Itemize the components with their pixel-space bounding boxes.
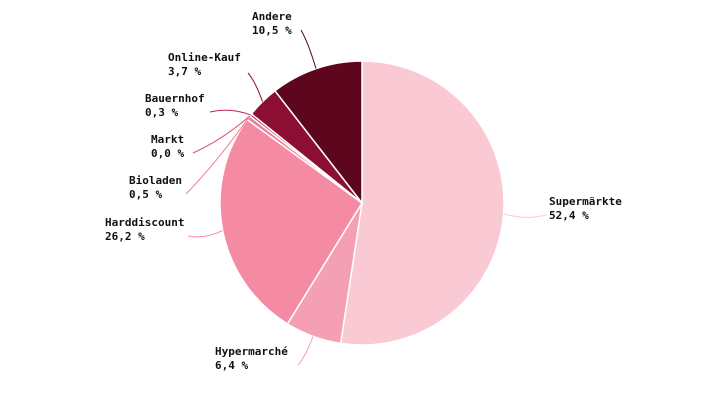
pie-slice-supermarkte	[339, 60, 505, 346]
leader-line-supermarkte	[503, 213, 547, 218]
slice-label-bioladen: Bioladen	[129, 174, 182, 187]
slice-value-harddiscount: 26,2 %	[105, 230, 145, 243]
slice-value-bauernhof: 0,3 %	[145, 106, 178, 119]
leader-line-bioladen	[185, 117, 249, 195]
slice-label-hypermarche: Hypermarché	[215, 345, 288, 358]
slice-label-harddiscount: Harddiscount	[105, 216, 184, 229]
slice-value-supermarkte: 52,4 %	[549, 209, 589, 222]
leader-lines	[185, 29, 547, 366]
leader-line-andere	[300, 29, 317, 69]
slice-value-hypermarche: 6,4 %	[215, 359, 248, 372]
slice-value-andere: 10,5 %	[252, 24, 292, 37]
slice-label-online-kauf: Online-Kauf	[168, 51, 241, 64]
leader-line-hypermarche	[297, 336, 314, 366]
slice-label-andere: Andere	[252, 10, 292, 23]
slice-label-bauernhof: Bauernhof	[145, 92, 205, 105]
leader-line-bauernhof	[209, 109, 251, 116]
leader-line-harddiscount	[187, 230, 223, 238]
slice-label-markt: Markt	[151, 133, 184, 146]
pie-slices	[219, 60, 505, 346]
leader-line-markt	[192, 115, 251, 154]
slice-value-online-kauf: 3,7 %	[168, 65, 201, 78]
slice-value-bioladen: 0,5 %	[129, 188, 162, 201]
slice-label-supermarkte: Supermärkte	[549, 195, 622, 208]
leader-line-online-kauf	[247, 72, 264, 102]
slice-value-markt: 0,0 %	[151, 147, 184, 160]
